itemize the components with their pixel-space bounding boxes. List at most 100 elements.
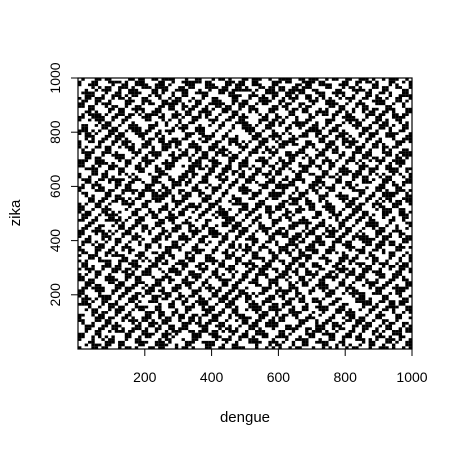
heatmap-cell <box>161 340 165 344</box>
heatmap-cell <box>361 213 366 217</box>
heatmap-cell <box>265 205 269 209</box>
heatmap-cell <box>191 254 195 257</box>
heatmap-cell <box>91 167 95 171</box>
heatmap-cell <box>151 137 155 141</box>
heatmap-cell <box>231 332 236 336</box>
heatmap-cell <box>141 134 145 138</box>
heatmap-cell <box>331 118 336 122</box>
heatmap-cell <box>191 229 195 233</box>
heatmap-cell <box>395 316 399 320</box>
heatmap-cell <box>148 270 152 274</box>
heatmap-cell <box>335 229 339 233</box>
heatmap-cell <box>335 113 339 116</box>
heatmap-cell <box>214 259 219 263</box>
heatmap-cell <box>198 129 202 133</box>
heatmap-cell <box>118 132 122 135</box>
heatmap-cell <box>108 180 112 184</box>
heatmap-cell <box>255 254 259 257</box>
heatmap-cell <box>368 308 372 312</box>
heatmap-cell <box>398 208 403 211</box>
heatmap-cell <box>378 246 382 249</box>
heatmap-cell <box>288 159 292 163</box>
heatmap-cell <box>331 264 336 268</box>
heatmap-cell <box>395 305 399 309</box>
heatmap-cell <box>224 134 229 138</box>
heatmap-cell <box>144 145 149 149</box>
heatmap-cell <box>248 105 252 108</box>
heatmap-cell <box>221 273 226 276</box>
heatmap-cell <box>204 243 209 247</box>
heatmap-cell <box>405 221 409 225</box>
heatmap-cell <box>118 281 122 285</box>
heatmap-cell <box>124 164 129 168</box>
heatmap-cell <box>385 132 389 135</box>
heatmap-cell <box>228 330 232 333</box>
heatmap-cell <box>94 240 99 244</box>
heatmap-cell <box>251 305 256 309</box>
heatmap-cell <box>275 186 279 190</box>
heatmap-cell <box>401 210 406 214</box>
heatmap-cell <box>144 311 149 314</box>
heatmap-cell <box>104 340 109 344</box>
heatmap-cell <box>348 99 352 103</box>
heatmap-cell <box>234 99 239 103</box>
heatmap-cell <box>385 180 389 184</box>
heatmap-cell <box>295 256 299 260</box>
heatmap-cell <box>101 178 105 182</box>
heatmap-cell <box>231 115 236 119</box>
heatmap-cell <box>341 164 346 168</box>
heatmap-cell <box>378 240 382 244</box>
heatmap-cell <box>161 205 165 209</box>
heatmap-cell <box>78 335 82 339</box>
heatmap-cell <box>148 186 152 190</box>
heatmap-cell <box>191 80 195 84</box>
heatmap-cell <box>188 205 192 209</box>
heatmap-cell <box>204 235 209 238</box>
heatmap-cell <box>251 105 256 108</box>
heatmap-cell <box>161 137 165 141</box>
heatmap-cell <box>108 194 112 198</box>
heatmap-cell <box>81 113 85 116</box>
heatmap-cell <box>148 129 152 133</box>
heatmap-cell <box>251 340 256 344</box>
heatmap-cell <box>124 202 129 206</box>
heatmap-cell <box>204 324 209 328</box>
heatmap-cell <box>328 132 332 135</box>
heatmap-cell <box>378 270 382 274</box>
heatmap-cell <box>214 99 219 103</box>
heatmap-cell <box>351 281 356 285</box>
heatmap-cell <box>81 262 85 266</box>
heatmap-cell <box>408 254 413 257</box>
heatmap-cell <box>298 232 302 236</box>
heatmap-cell <box>311 332 316 336</box>
heatmap-cell <box>198 321 202 325</box>
heatmap-cell <box>158 86 162 89</box>
heatmap-cell <box>251 164 256 168</box>
heatmap-cell <box>228 243 232 247</box>
heatmap-cell <box>301 178 306 182</box>
heatmap-cell <box>331 148 336 152</box>
heatmap-cells <box>78 78 413 350</box>
heatmap-cell <box>128 273 132 276</box>
heatmap-cell <box>261 335 266 339</box>
heatmap-cell <box>184 132 189 135</box>
heatmap-cell <box>198 267 202 271</box>
heatmap-cell <box>138 134 142 138</box>
heatmap-cell <box>81 78 85 81</box>
heatmap-cell <box>298 256 302 260</box>
heatmap-cell <box>168 332 172 336</box>
heatmap-cell <box>181 124 185 127</box>
heatmap-cell <box>131 191 135 195</box>
heatmap-cell <box>341 151 346 154</box>
heatmap-cell <box>94 189 99 192</box>
heatmap-cell <box>355 121 359 125</box>
heatmap-cell <box>218 151 222 154</box>
heatmap-cell <box>395 319 399 322</box>
heatmap-cell <box>341 338 346 341</box>
heatmap-cell <box>194 313 199 317</box>
heatmap-cell <box>171 137 175 141</box>
heatmap-cell <box>318 167 322 171</box>
heatmap-cell <box>285 105 289 108</box>
heatmap-cell <box>378 137 382 141</box>
heatmap-cell <box>111 289 115 293</box>
